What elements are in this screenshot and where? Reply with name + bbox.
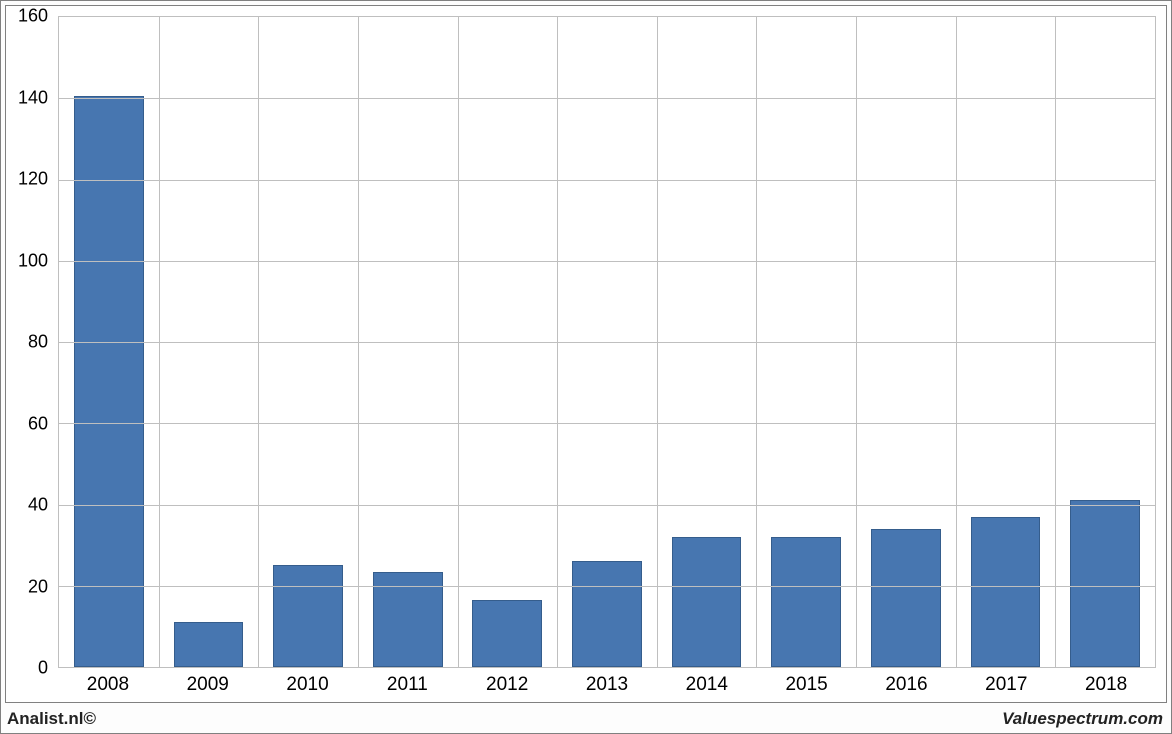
gridline-v [159,17,160,667]
bar [572,561,642,667]
bar [174,622,244,667]
x-tick-label: 2018 [1085,674,1127,696]
x-tick-label: 2011 [387,674,428,696]
gridline-h [59,261,1155,262]
y-axis-labels: 020406080100120140160 [6,16,54,668]
bar [472,600,542,667]
plot-area [58,16,1156,668]
x-tick-label: 2010 [286,674,328,696]
x-tick-label: 2013 [586,674,628,696]
y-tick-label: 0 [38,658,48,679]
gridline-v [557,17,558,667]
gridline-v [956,17,957,667]
bar [1070,500,1140,667]
gridline-v [657,17,658,667]
bar [871,529,941,667]
x-axis-labels: 2008 2009 2010 2011 2012 2013 2014 2015 2016 2017… [58,670,1156,700]
y-tick-label: 60 [28,413,48,434]
y-tick-label: 80 [28,332,48,353]
chart-frame: 020406080100120140160 200820092010201120… [0,0,1172,734]
gridline-h [59,586,1155,587]
bar [771,537,841,667]
y-tick-label: 100 [18,250,48,271]
bar [971,517,1041,667]
gridline-h [59,180,1155,181]
gridline-h [59,505,1155,506]
y-tick-label: 120 [18,169,48,190]
x-tick-label: 2014 [686,674,728,696]
gridline-h [59,423,1155,424]
gridline-v [258,17,259,667]
y-tick-label: 160 [18,6,48,27]
y-tick-label: 140 [18,87,48,108]
x-tick-label: 2008 [87,674,129,696]
gridline-h [59,342,1155,343]
gridline-v [856,17,857,667]
y-tick-label: 20 [28,576,48,597]
x-tick-label: 2016 [885,674,927,696]
gridline-h [59,98,1155,99]
plot-outer: 020406080100120140160 200820092010201120… [5,5,1167,703]
gridline-v [756,17,757,667]
gridline-v [358,17,359,667]
gridline-v [1055,17,1056,667]
x-tick-label: 2015 [785,674,827,696]
credit-right: Valuespectrum.com [1002,709,1163,729]
gridline-v [458,17,459,667]
bar [74,96,144,667]
x-tick-label: 2017 [985,674,1027,696]
credit-left: Analist.nl© [7,709,96,729]
bar [273,565,343,667]
x-tick-label: 2012 [486,674,528,696]
bar [672,537,742,667]
x-tick-label: 2009 [187,674,229,696]
y-tick-label: 40 [28,495,48,516]
